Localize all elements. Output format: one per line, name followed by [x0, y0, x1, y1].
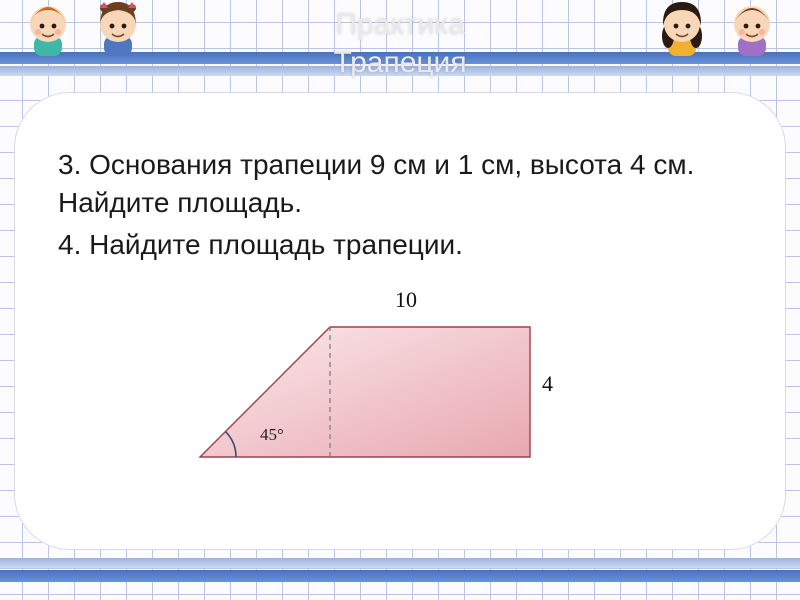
problem-3-text: 3. Основания трапеции 9 см и 1 см, высот…	[58, 146, 742, 222]
title-line-1: Практика	[0, 6, 800, 44]
content-panel: 3. Основания трапеции 9 см и 1 см, высот…	[14, 92, 786, 550]
trapezoid-figure: 10 4 45°	[190, 287, 610, 477]
problem-4-text: 4. Найдите площадь трапеции.	[58, 226, 742, 264]
title-line-2: Трапеция	[0, 44, 800, 82]
slide-title: Практика Трапеция	[0, 6, 800, 81]
problem-text-block: 3. Основания трапеции 9 см и 1 см, высот…	[58, 146, 742, 263]
decor-bar-bottom-light	[0, 558, 800, 568]
figure-top-base-label: 10	[395, 287, 417, 313]
figure-height-label: 4	[542, 371, 553, 397]
figure-angle-label: 45°	[260, 425, 284, 445]
decor-bar-bottom-dark	[0, 570, 800, 582]
